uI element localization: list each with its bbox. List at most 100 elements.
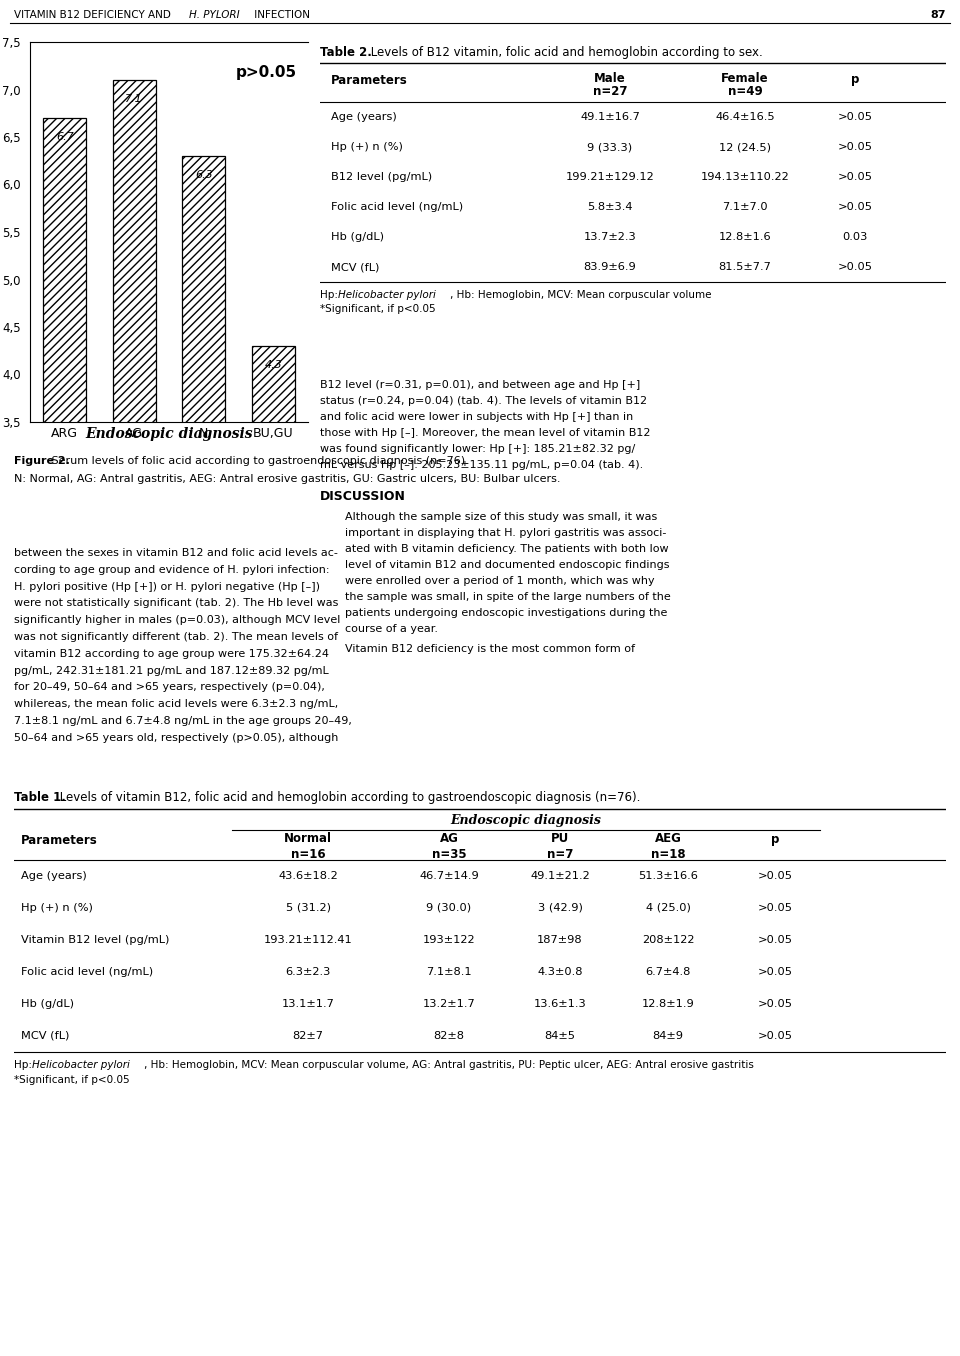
Bar [43,118,86,754]
Text: MCV (fL): MCV (fL) [331,262,379,273]
Text: Parameters: Parameters [20,834,97,846]
Text: Levels of B12 vitamin, folic acid and hemoglobin according to sex.: Levels of B12 vitamin, folic acid and he… [367,46,763,60]
Text: Helicobacter pylori: Helicobacter pylori [338,290,436,300]
Text: >0.05: >0.05 [837,172,873,182]
Text: were enrolled over a period of 1 month, which was why: were enrolled over a period of 1 month, … [345,576,655,586]
Text: 194.13±110.22: 194.13±110.22 [701,172,789,182]
Text: were not statistically significant (tab. 2). The Hb level was: were not statistically significant (tab.… [14,598,338,609]
Text: 13.1±1.7: 13.1±1.7 [281,999,334,1009]
Text: 51.3±16.6: 51.3±16.6 [638,871,698,881]
Text: n=27: n=27 [592,85,627,98]
Text: 84±9: 84±9 [653,1031,684,1041]
Text: and folic acid were lower in subjects with Hp [+] than in: and folic acid were lower in subjects wi… [320,412,634,422]
Text: 50–64 and >65 years old, respectively (p>0.05), although: 50–64 and >65 years old, respectively (p… [14,732,338,743]
Text: PU: PU [551,833,569,845]
Text: Vitamin B12 deficiency is the most common form of: Vitamin B12 deficiency is the most commo… [345,644,635,654]
Text: Serum levels of folic acid according to gastroendoscopic diagnosis (n=76).: Serum levels of folic acid according to … [48,457,468,466]
Text: Endoscopic diagnosis: Endoscopic diagnosis [85,427,252,441]
Text: B12 level (r=0.31, p=0.01), and between age and Hp [+]: B12 level (r=0.31, p=0.01), and between … [320,380,640,391]
Text: patients undergoing endoscopic investigations during the: patients undergoing endoscopic investiga… [345,607,667,618]
Text: *Significant, if p<0.05: *Significant, if p<0.05 [320,304,436,315]
Text: 6.7: 6.7 [56,133,74,142]
Text: 187±98: 187±98 [538,936,583,945]
Text: 82±7: 82±7 [293,1031,324,1041]
Text: was found significantly lower: Hp [+]: 185.21±82.32 pg/: was found significantly lower: Hp [+]: 1… [320,443,636,454]
Text: VITAMIN B12 DEFICIENCY AND: VITAMIN B12 DEFICIENCY AND [14,9,174,20]
Text: DISCUSSION: DISCUSSION [320,490,406,503]
Text: mL versus Hp [–]: 205.23±135.11 pg/mL, p=0.04 (tab. 4).: mL versus Hp [–]: 205.23±135.11 pg/mL, p… [320,460,643,471]
Text: was not significantly different (tab. 2). The mean levels of: was not significantly different (tab. 2)… [14,632,338,641]
Text: N: Normal, AG: Antral gastritis, AEG: Antral erosive gastritis, GU: Gastric ulce: N: Normal, AG: Antral gastritis, AEG: An… [14,475,561,484]
Bar [182,156,226,754]
Text: 7.1±7.0: 7.1±7.0 [722,202,768,212]
Text: >0.05: >0.05 [757,999,793,1009]
Text: 6.7±4.8: 6.7±4.8 [645,967,690,978]
Text: 9 (30.0): 9 (30.0) [426,903,471,913]
Text: those with Hp [–]. Moreover, the mean level of vitamin B12: those with Hp [–]. Moreover, the mean le… [320,428,651,438]
Text: Hb (g/dL): Hb (g/dL) [331,232,384,241]
Text: AEG: AEG [655,833,682,845]
Text: Table 2.: Table 2. [320,46,372,60]
Text: significantly higher in males (p=0.03), although MCV level: significantly higher in males (p=0.03), … [14,616,341,625]
Text: Helicobacter pylori: Helicobacter pylori [32,1060,130,1070]
Text: pg/mL, 242.31±181.21 pg/mL and 187.12±89.32 pg/mL: pg/mL, 242.31±181.21 pg/mL and 187.12±89… [14,666,328,675]
Text: Vitamin B12 level (pg/mL): Vitamin B12 level (pg/mL) [20,936,169,945]
Text: >0.05: >0.05 [757,936,793,945]
Text: 87: 87 [930,9,946,20]
Text: >0.05: >0.05 [837,262,873,273]
Text: 9 (33.3): 9 (33.3) [588,142,633,152]
Text: n=49: n=49 [728,85,762,98]
Bar [252,346,295,754]
Text: >0.05: >0.05 [837,142,873,152]
Text: 5 (31.2): 5 (31.2) [285,903,330,913]
Text: the sample was small, in spite of the large numbers of the: the sample was small, in spite of the la… [345,593,671,602]
Text: 12 (24.5): 12 (24.5) [719,142,771,152]
Text: cording to age group and evidence of H. pylori infection:: cording to age group and evidence of H. … [14,565,329,575]
Text: >0.05: >0.05 [757,903,793,913]
Text: n=7: n=7 [547,848,573,861]
Text: 7.1±8.1: 7.1±8.1 [426,967,471,978]
Text: 199.21±129.12: 199.21±129.12 [565,172,655,182]
Text: Endoscopic diagnosis: Endoscopic diagnosis [450,814,601,827]
Text: vitamin B12 according to age group were 175.32±64.24: vitamin B12 according to age group were … [14,648,329,659]
Text: 13.7±2.3: 13.7±2.3 [584,232,636,241]
Text: important in displaying that H. pylori gastritis was associ-: important in displaying that H. pylori g… [345,527,666,538]
Text: p>0.05: p>0.05 [236,65,297,80]
Text: level of vitamin B12 and documented endoscopic findings: level of vitamin B12 and documented endo… [345,560,669,570]
Text: p: p [771,834,780,846]
Text: status (r=0.24, p=0.04) (tab. 4). The levels of vitamin B12: status (r=0.24, p=0.04) (tab. 4). The le… [320,396,647,405]
Text: 4.3: 4.3 [264,361,282,370]
Text: 7.1±8.1 ng/mL and 6.7±4.8 ng/mL in the age groups 20–49,: 7.1±8.1 ng/mL and 6.7±4.8 ng/mL in the a… [14,716,352,725]
Text: 208±122: 208±122 [641,936,694,945]
Text: AG: AG [440,833,459,845]
Text: B12 level (pg/mL): B12 level (pg/mL) [331,172,432,182]
Text: n=18: n=18 [651,848,685,861]
Text: for 20–49, 50–64 and >65 years, respectively (p=0.04),: for 20–49, 50–64 and >65 years, respecti… [14,682,324,693]
Text: 84±5: 84±5 [544,1031,575,1041]
Text: 46.7±14.9: 46.7±14.9 [420,871,479,881]
Text: , Hb: Hemoglobin, MCV: Mean corpuscular volume: , Hb: Hemoglobin, MCV: Mean corpuscular … [450,290,711,300]
Text: 193±122: 193±122 [422,936,475,945]
Text: H. PYLORI: H. PYLORI [189,9,240,20]
Text: >0.05: >0.05 [757,1031,793,1041]
Text: Levels of vitamin B12, folic acid and hemoglobin according to gastroendoscopic d: Levels of vitamin B12, folic acid and he… [56,791,640,804]
Text: 6.3: 6.3 [195,171,212,180]
Bar [112,80,156,754]
Text: Normal: Normal [284,833,332,845]
Text: Although the sample size of this study was small, it was: Although the sample size of this study w… [345,513,658,522]
Text: INFECTION: INFECTION [251,9,310,20]
Text: Hp (+) n (%): Hp (+) n (%) [20,903,92,913]
Text: between the sexes in vitamin B12 and folic acid levels ac-: between the sexes in vitamin B12 and fol… [14,548,338,559]
Text: >0.05: >0.05 [757,967,793,978]
Text: Parameters: Parameters [331,73,408,87]
Text: >0.05: >0.05 [837,202,873,212]
Text: 6.3±2.3: 6.3±2.3 [285,967,330,978]
Text: course of a year.: course of a year. [345,624,438,635]
Text: whilereas, the mean folic acid levels were 6.3±2.3 ng/mL,: whilereas, the mean folic acid levels we… [14,700,338,709]
Text: 4.3±0.8: 4.3±0.8 [538,967,583,978]
Text: Hp:: Hp: [14,1060,36,1070]
Text: p: p [851,73,859,87]
Text: Age (years): Age (years) [20,871,86,881]
Text: 5.8±3.4: 5.8±3.4 [588,202,633,212]
Text: 4 (25.0): 4 (25.0) [645,903,690,913]
